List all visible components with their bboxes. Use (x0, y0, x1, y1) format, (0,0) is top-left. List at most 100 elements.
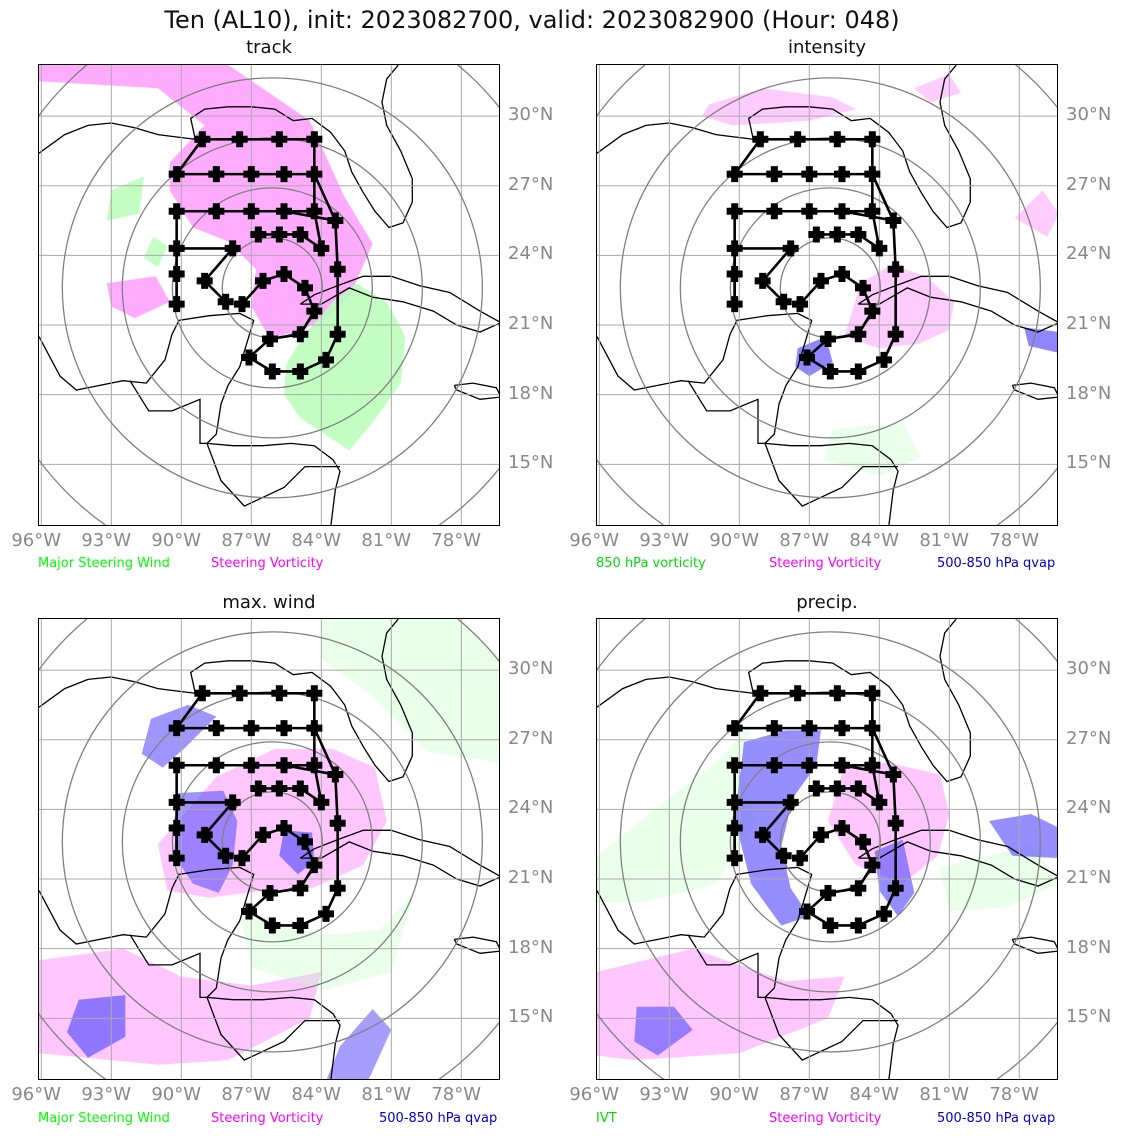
track-marker (327, 212, 344, 229)
lat-tick-label: 30°N (1066, 658, 1112, 680)
range-ring (171, 741, 373, 943)
track-marker (887, 326, 904, 343)
track-marker (255, 272, 271, 289)
lon-tick-label: 78°W (431, 530, 482, 551)
track-marker (271, 131, 288, 148)
track-marker (297, 833, 313, 850)
track-marker (834, 757, 850, 774)
track-marker (292, 780, 309, 797)
coastline-jamaica (1011, 936, 1057, 954)
track-segment (761, 247, 792, 282)
track-marker (276, 203, 292, 220)
range-ring (619, 631, 1041, 1053)
track-marker (306, 685, 323, 702)
track-marker (789, 131, 806, 148)
track-marker (766, 203, 783, 220)
track-marker (292, 326, 309, 343)
range-ring (61, 77, 483, 499)
track-marker (864, 857, 881, 874)
track-segment (203, 247, 234, 282)
track-marker (297, 279, 313, 296)
track-segment (283, 763, 336, 776)
lon-tick-label: 81°W (361, 530, 412, 551)
track-marker (864, 131, 881, 148)
coastline-borders (129, 380, 340, 507)
track-marker (850, 226, 867, 243)
track-marker (726, 794, 743, 811)
track-marker (775, 293, 792, 310)
track-marker (234, 850, 250, 867)
track-marker (766, 166, 783, 183)
track-marker (887, 815, 904, 832)
track-marker (822, 363, 839, 380)
track-segment (334, 220, 339, 270)
legend-steering-wind: Major Steering Wind (38, 556, 170, 571)
shading-steering (144, 236, 168, 267)
track-marker (224, 240, 241, 257)
track-marker (243, 720, 260, 737)
track-marker (726, 757, 743, 774)
track-marker (217, 293, 234, 310)
track-marker (885, 766, 902, 783)
coastline-borders (129, 934, 340, 1061)
track-marker (234, 296, 250, 313)
track-marker (224, 794, 241, 811)
track-segment (761, 801, 792, 836)
track-marker (168, 265, 185, 282)
track-marker (829, 226, 846, 243)
range-ring (171, 187, 373, 389)
track-marker (243, 757, 260, 774)
shading-vorticity (1014, 190, 1057, 237)
track-marker (864, 720, 881, 737)
panel-title-track: track (246, 37, 292, 58)
lon-tick-label: 84°W (291, 1084, 342, 1105)
track-marker (250, 780, 267, 797)
track-marker (243, 203, 260, 220)
track-marker (808, 226, 825, 243)
legend-qvap: 500-850 hPa qvap (937, 556, 1056, 571)
lon-tick-label: 93°W (639, 1084, 690, 1105)
coastline-cuba (857, 829, 1057, 887)
track-marker (208, 203, 225, 220)
track-segment (334, 774, 339, 824)
track-marker (276, 757, 292, 774)
track-marker (306, 131, 323, 148)
map-svg (39, 619, 499, 1079)
map-svg (597, 619, 1057, 1079)
track-marker (276, 720, 292, 737)
lon-tick-label: 87°W (221, 530, 272, 551)
track-marker (313, 240, 330, 257)
track-marker (885, 212, 902, 229)
track-marker (196, 826, 213, 843)
track-marker (850, 780, 867, 797)
lon-tick-label: 93°W (81, 530, 132, 551)
track-marker (829, 131, 846, 148)
track-marker (168, 296, 185, 313)
lon-tick-label: 84°W (291, 530, 342, 551)
track-marker (292, 917, 309, 934)
track-marker (271, 780, 288, 797)
track-marker (250, 226, 267, 243)
map-svg (39, 65, 499, 525)
track-marker (855, 279, 871, 296)
track-marker (726, 265, 743, 282)
lat-tick-label: 30°N (508, 658, 554, 680)
coastline-gulf_north (597, 65, 971, 229)
panel-title-max-wind: max. wind (222, 592, 316, 613)
lat-tick-label: 27°N (1066, 173, 1112, 195)
lat-tick-label: 24°N (1066, 243, 1112, 265)
lon-tick-label: 93°W (81, 1084, 132, 1105)
lon-tick-label: 78°W (431, 1084, 482, 1105)
lon-tick-label: 90°W (151, 1084, 202, 1105)
lat-tick-label: 15°N (1066, 1006, 1112, 1028)
track-marker (834, 265, 850, 282)
panel-title-precip: precip. (796, 592, 858, 613)
lon-tick-label: 96°W (11, 1084, 62, 1105)
track-segment (175, 692, 204, 729)
track-marker (276, 166, 292, 183)
track-marker (264, 363, 281, 380)
track-marker (168, 794, 185, 811)
lat-tick-label: 30°N (508, 104, 554, 126)
lon-tick-label: 84°W (849, 1084, 900, 1105)
map-svg (597, 65, 1057, 525)
